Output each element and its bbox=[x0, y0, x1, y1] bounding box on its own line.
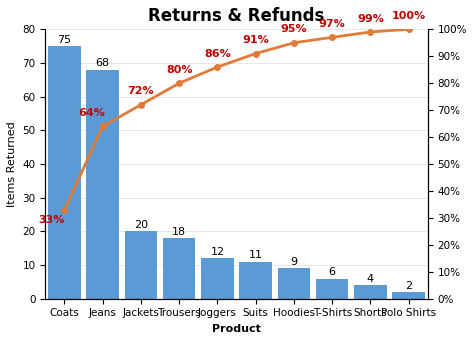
Text: 2: 2 bbox=[405, 281, 412, 291]
Text: 68: 68 bbox=[96, 58, 110, 68]
Bar bbox=[163, 238, 195, 299]
Bar bbox=[48, 46, 81, 299]
Text: 95%: 95% bbox=[281, 24, 307, 34]
Text: 20: 20 bbox=[134, 220, 148, 230]
Text: 6: 6 bbox=[328, 267, 336, 277]
Text: 9: 9 bbox=[291, 257, 298, 267]
Y-axis label: Items Returned: Items Returned bbox=[7, 121, 17, 207]
Bar bbox=[278, 268, 310, 299]
Bar bbox=[86, 70, 119, 299]
Bar bbox=[239, 262, 272, 299]
Bar bbox=[392, 292, 425, 299]
Text: 91%: 91% bbox=[242, 35, 269, 45]
X-axis label: Product: Product bbox=[212, 324, 261, 334]
Text: 99%: 99% bbox=[357, 14, 384, 24]
Text: 100%: 100% bbox=[392, 11, 426, 21]
Title: Returns & Refunds: Returns & Refunds bbox=[148, 7, 325, 25]
Text: 33%: 33% bbox=[38, 215, 64, 225]
Text: 4: 4 bbox=[367, 274, 374, 284]
Text: 75: 75 bbox=[57, 35, 72, 45]
Text: 97%: 97% bbox=[319, 19, 346, 29]
Text: 72%: 72% bbox=[128, 86, 154, 96]
Bar bbox=[354, 285, 387, 299]
Text: 11: 11 bbox=[249, 250, 263, 261]
Bar bbox=[125, 232, 157, 299]
Text: 64%: 64% bbox=[78, 108, 105, 118]
Bar bbox=[201, 258, 234, 299]
Text: 12: 12 bbox=[210, 247, 225, 257]
Text: 86%: 86% bbox=[204, 48, 231, 59]
Text: 80%: 80% bbox=[166, 65, 192, 75]
Text: 18: 18 bbox=[172, 227, 186, 237]
Bar bbox=[316, 279, 348, 299]
